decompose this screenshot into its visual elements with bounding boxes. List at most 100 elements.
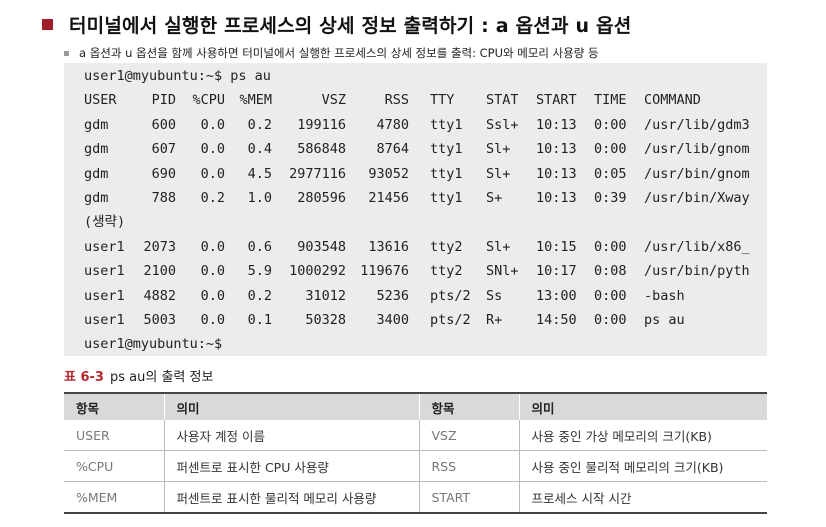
- terminal-cell: 2073: [143, 238, 176, 255]
- terminal-cell: %MEM: [239, 92, 272, 109]
- terminal-cell: pts/2: [430, 312, 471, 328]
- terminal-cell: RSS: [384, 92, 409, 109]
- terminal-cell: /usr/bin/pyth: [644, 263, 750, 280]
- terminal-cell: tty2: [430, 238, 463, 255]
- terminal-cell: 0.0: [200, 165, 225, 182]
- terminal-cell: tty1: [430, 190, 463, 206]
- item-cell: USER: [64, 420, 164, 451]
- item-cell: %MEM: [64, 481, 164, 514]
- terminal-cell: 0.2: [247, 116, 272, 133]
- terminal-cell: 0.0: [200, 141, 225, 158]
- terminal-cell: 0.0: [200, 312, 225, 328]
- terminal-cell: VSZ: [321, 92, 346, 109]
- item-cell: START: [418, 481, 519, 514]
- header-meaning-1: 의미: [163, 392, 419, 420]
- terminal-cell: %CPU: [192, 92, 225, 109]
- terminal-omitted-note: (생략): [84, 214, 126, 231]
- table-row: %MEM 퍼센트로 표시한 물리적 메모리 사용량 START 프로세스 시작 …: [64, 481, 767, 514]
- terminal-cell: SNl+: [486, 263, 519, 280]
- terminal-process-row: user1 4882 0.0 0.2 31012 5236 pts/2 Ss 13:00 0:00…: [84, 284, 764, 308]
- terminal-cell: Sl+: [486, 141, 511, 158]
- heading-bullet-icon: [42, 18, 53, 30]
- terminal-process-row: user1 2073 0.0 0.6 903548 13616 tty2 Sl+ 10:15 0:…: [84, 235, 764, 259]
- item-cell: VSZ: [418, 420, 519, 451]
- terminal-cell: 21456: [368, 190, 409, 206]
- terminal-cell: /usr/lib/gnom: [644, 141, 750, 158]
- terminal-process-row: user1 5003 0.0 0.1 50328 3400 pts/2 R+ 14:50 0:00…: [84, 308, 764, 332]
- terminal-cell: 3400: [376, 312, 409, 328]
- terminal-cell: 10:15: [536, 238, 577, 255]
- terminal-cell: -bash: [644, 287, 685, 304]
- item-cell: RSS: [418, 450, 519, 482]
- terminal-cell: 0.6: [247, 238, 272, 255]
- terminal-cell: pts/2: [430, 287, 471, 304]
- terminal-cell: START: [536, 92, 577, 109]
- terminal-cell: gdm: [84, 116, 109, 133]
- terminal-process-row: user1 2100 0.0 5.9 1000292 119676 tty2 SNl+ 10:1…: [84, 259, 764, 283]
- terminal-cell: PID: [151, 92, 176, 109]
- terminal-cell: 4780: [376, 116, 409, 133]
- terminal-cell: 280596: [297, 190, 346, 206]
- terminal-cell: STAT: [486, 92, 519, 109]
- terminal-cell: 0:00: [594, 141, 627, 158]
- terminal-cell: 607: [151, 141, 176, 158]
- terminal-cell: user1: [84, 238, 125, 255]
- terminal-cell: user1: [84, 312, 125, 328]
- terminal-cell: 93052: [368, 165, 409, 182]
- heading-text: 터미널에서 실행한 프로세스의 상세 정보 출력하기 : a 옵션과 u 옵션: [69, 14, 632, 37]
- table-caption: 표 6-3 ps au의 출력 정보: [64, 366, 213, 385]
- terminal-cell: Sl+: [486, 238, 511, 255]
- terminal-cell: 4882: [143, 287, 176, 304]
- terminal-cell: 8764: [376, 141, 409, 158]
- terminal-cell: /usr/lib/gdm3: [644, 116, 750, 133]
- terminal-cell: 0.2: [247, 287, 272, 304]
- terminal-cell: 0:00: [594, 116, 627, 133]
- terminal-cell: 14:50: [536, 312, 577, 328]
- terminal-cell: 5236: [376, 287, 409, 304]
- meaning-cell: 사용 중인 물리적 메모리의 크기(KB): [518, 450, 767, 482]
- terminal-cell: 2100: [143, 263, 176, 280]
- terminal-cell: 0:00: [594, 312, 627, 328]
- subtitle-bullet-icon: [64, 50, 69, 56]
- terminal-process-row: gdm 600 0.0 0.2 199116 4780 tty1 Ssl+ 10:13 0:00 /…: [84, 113, 764, 137]
- meaning-cell: 사용 중인 가상 메모리의 크기(KB): [518, 420, 767, 451]
- terminal-process-row: gdm 690 0.0 4.5 2977116 93052 tty1 Sl+ 10:13 0:05…: [84, 162, 764, 186]
- info-table: 항목 의미 항목 의미 USER 사용자 계정 이름 VSZ 사용 중인 가상 …: [64, 392, 767, 514]
- terminal-cell: 600: [151, 116, 176, 133]
- terminal-cell: 903548: [297, 238, 346, 255]
- terminal-cell: 50328: [305, 312, 346, 328]
- meaning-cell: 퍼센트로 표시한 물리적 메모리 사용량: [163, 481, 419, 514]
- section-heading: 터미널에서 실행한 프로세스의 상세 정보 출력하기 : a 옵션과 u 옵션: [14, 10, 631, 38]
- terminal-cell: COMMAND: [644, 92, 701, 109]
- table-row: %CPU 퍼센트로 표시한 CPU 사용량 RSS 사용 중인 물리적 메모리의…: [64, 450, 767, 482]
- terminal-cell: user1: [84, 263, 125, 280]
- header-meaning-2: 의미: [518, 392, 767, 420]
- subtitle-text: a 옵션과 u 옵션을 함께 사용하면 터미널에서 실행한 프로세스의 상세 정…: [79, 46, 599, 60]
- terminal-prompt-command: user1@myubuntu:~$ ps au: [84, 68, 271, 84]
- subtitle: a 옵션과 u 옵션을 함께 사용하면 터미널에서 실행한 프로세스의 상세 정…: [64, 45, 599, 61]
- terminal-header-row: USER PID %CPU %MEM VSZ RSS TTY STAT START TIME COM…: [84, 88, 764, 112]
- terminal-cell: 0:00: [594, 238, 627, 255]
- terminal-output: user1@myubuntu:~$ ps au USER PID %CPU %MEM V…: [64, 63, 767, 356]
- terminal-cell: R+: [486, 312, 503, 328]
- terminal-cell: ps au: [644, 312, 685, 328]
- terminal-cell: 5.9: [247, 263, 272, 280]
- terminal-cell: 31012: [305, 287, 346, 304]
- terminal-cell: tty2: [430, 263, 463, 280]
- terminal-cell: 788: [151, 190, 176, 206]
- terminal-cell: gdm: [84, 165, 109, 182]
- terminal-process-row: gdm 788 0.2 1.0 280596 21456 tty1 S+ 10:13 0:39/u…: [84, 186, 764, 210]
- meaning-cell: 프로세스 시작 시간: [518, 481, 767, 514]
- terminal-cell: 13616: [368, 238, 409, 255]
- header-item-2: 항목: [418, 392, 519, 420]
- terminal-cell: 0.0: [200, 238, 225, 255]
- terminal-cell: tty1: [430, 141, 463, 158]
- terminal-cell: 690: [151, 165, 176, 182]
- caption-number: 표 6-3: [64, 370, 104, 385]
- terminal-cell: 5003: [143, 312, 176, 328]
- terminal-cell: TIME: [594, 92, 627, 109]
- terminal-cell: /usr/bin/Xway: [644, 190, 750, 206]
- terminal-cell: /usr/bin/gnom: [644, 165, 750, 182]
- terminal-process-row: gdm 607 0.0 0.4 586848 8764 tty1 Sl+ 10:13 0:00/u…: [84, 137, 764, 161]
- terminal-cell: Ssl+: [486, 116, 519, 133]
